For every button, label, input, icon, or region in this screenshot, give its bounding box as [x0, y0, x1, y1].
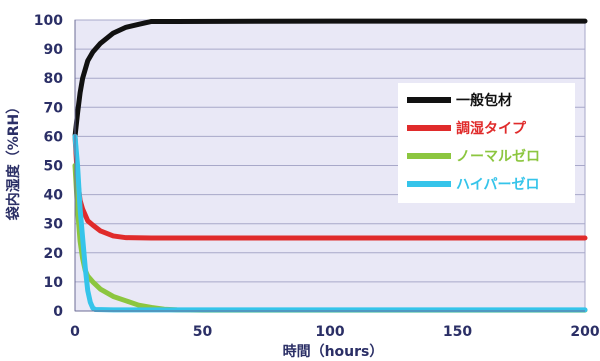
y-axis-title: 袋内湿度（%RH） [5, 100, 22, 222]
y-tick-label: 70 [44, 100, 64, 116]
y-tick-label: 10 [44, 275, 64, 291]
y-tick-label: 30 [44, 217, 64, 233]
x-tick-label: 50 [193, 324, 213, 340]
y-tick-label: 100 [34, 13, 63, 29]
y-tick-label: 40 [44, 188, 64, 204]
x-tick-label: 0 [70, 324, 80, 340]
y-tick-label: 60 [44, 129, 64, 145]
legend-label: ハイパーゼロ [456, 176, 539, 193]
legend-label: 調湿タイプ [456, 120, 527, 137]
x-tick-label: 100 [315, 324, 344, 340]
series-line-3 [72, 133, 588, 313]
legend-label: 一般包材 [456, 92, 512, 109]
y-tick-label: 20 [44, 246, 64, 262]
axes: 0 10 20 30 40 50 60 70 80 90 100 0 50 100 150 200 [34, 13, 600, 340]
y-tick-label: 0 [53, 304, 63, 320]
x-tick-label: 150 [443, 324, 472, 340]
x-tick-label: 200 [570, 324, 599, 340]
legend-label: ノーマルゼロ [456, 148, 540, 165]
series-lines [72, 18, 588, 313]
y-tick-label: 50 [44, 159, 64, 175]
x-axis-title: 時間（hours） [283, 343, 384, 360]
y-tick-label: 90 [44, 42, 64, 58]
series-line-0 [72, 18, 588, 139]
y-tick-label: 80 [44, 71, 64, 87]
